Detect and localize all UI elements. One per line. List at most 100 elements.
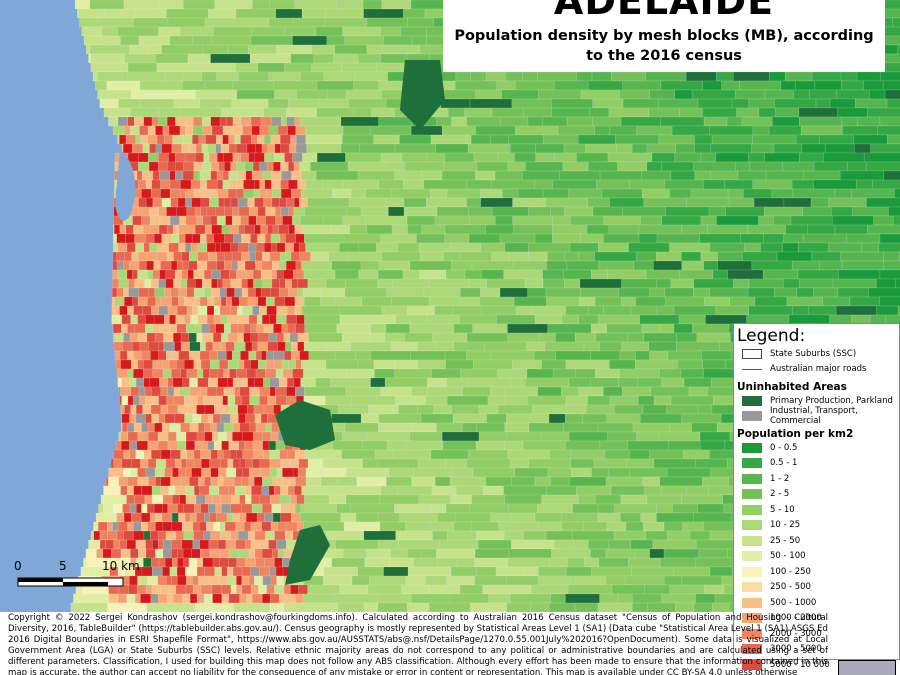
legend-label: 1000 - 2000 [770,613,822,624]
map-area [265,422,272,433]
map-area [180,188,186,199]
map-area [187,53,211,64]
map-area [575,575,607,586]
map-area [263,197,273,208]
map-area [261,548,273,559]
map-area [217,449,224,460]
map-area [199,548,211,559]
map-area [273,161,281,172]
map-area [316,107,355,118]
map-area [135,242,145,253]
map-area [512,215,553,226]
map-area [166,350,173,361]
legend-item: 100 - 250 [734,564,899,580]
map-area [268,332,277,343]
map-area [369,125,412,136]
map-area [481,269,505,280]
map-area [598,242,629,253]
map-area [307,197,350,208]
map-area [131,251,139,262]
map-area [121,314,132,325]
map-area [782,242,799,253]
map-area [239,512,247,523]
map-area [618,287,650,298]
map-area [220,341,226,352]
map-area [764,89,794,100]
map-area [168,242,179,253]
map-area [509,584,532,595]
map-area [292,368,304,379]
map-area [204,188,211,199]
map-area [578,296,596,307]
map-area [291,170,302,181]
map-area [384,332,405,343]
map-area [648,107,681,118]
map-area [417,359,446,370]
map-area [324,17,368,28]
map-area [661,377,685,388]
map-area [128,584,138,595]
swatch [742,348,762,359]
map-area [260,224,268,235]
map-area [177,197,186,208]
map-area [166,593,174,604]
legend-item: 2 - 5 [734,487,899,503]
map-area [776,251,812,262]
map-area [528,458,572,469]
map-area [622,98,659,109]
map-area [362,0,383,10]
map-area [141,350,151,361]
map-area [225,215,233,226]
map-area [421,170,443,181]
map-area [394,143,436,154]
map-area [218,485,230,496]
map-area [183,0,215,10]
map-area [276,332,284,343]
map-area [157,575,167,586]
map-area [184,314,191,325]
map-area [107,602,148,612]
map-area [404,332,433,343]
map-area [174,485,186,496]
map-area [225,539,236,550]
map-area [183,161,195,172]
map-area [257,341,269,352]
map-area [122,467,131,478]
map-area [239,494,246,505]
map-area [476,161,509,172]
map-area [244,224,255,235]
map-area [377,278,393,289]
map-area [598,314,641,325]
map-area [445,269,466,280]
map-area [121,395,129,406]
map-area [133,521,142,532]
map-area [241,584,252,595]
map-area [546,260,568,271]
map-area [453,521,472,532]
map-area [243,323,251,334]
map-area [619,350,636,361]
map-area [207,296,215,307]
map-area [174,269,183,280]
map-area [678,314,706,325]
map-area [286,305,296,316]
map-area [609,395,639,406]
map-area [579,278,622,289]
map-area [307,278,327,289]
map-area [879,269,900,280]
map-area [141,566,153,577]
map-area [578,314,599,325]
map-area [287,179,298,190]
map-area [240,116,252,127]
map-area [606,323,643,334]
map-area [173,98,201,109]
map-area [599,593,619,604]
map-area [590,323,608,334]
map-area [117,521,128,532]
map-area [204,476,212,487]
map-area [803,170,841,181]
map-area [223,197,232,208]
map-area [139,341,149,352]
map-area [554,80,589,91]
map-area [649,287,665,298]
